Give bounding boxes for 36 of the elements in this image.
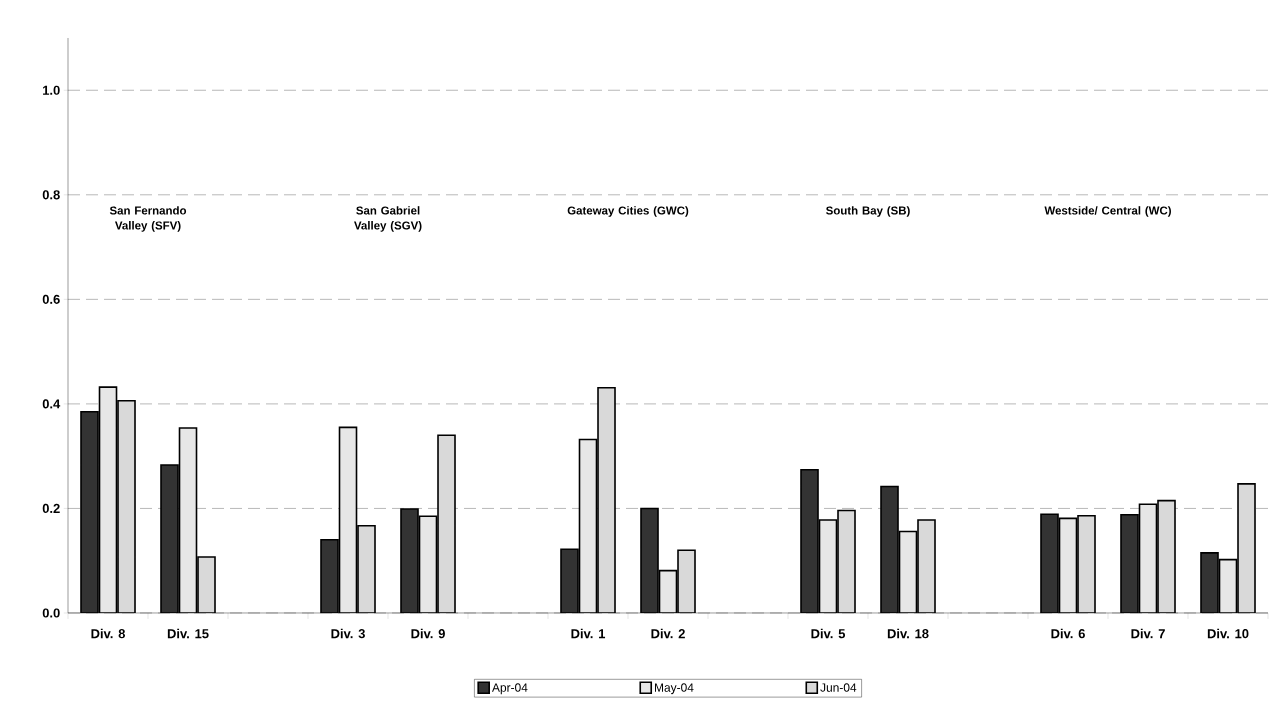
legend-label: Apr-04 bbox=[492, 683, 528, 695]
bar bbox=[1058, 517, 1078, 613]
x-tick-label: Div. 6 bbox=[1051, 628, 1085, 639]
annotation: Gateway Cities (GWC) bbox=[567, 206, 689, 217]
x-tick-label: Div. 5 bbox=[811, 628, 846, 639]
annotation: San Fernando Valley (SFV) bbox=[109, 206, 187, 232]
annotation: Westside/ Central (WC) bbox=[1044, 206, 1171, 217]
bar bbox=[1218, 558, 1238, 613]
legend-label: May-04 bbox=[655, 683, 694, 695]
y-tick-label: 0.0 bbox=[42, 608, 60, 618]
bar bbox=[98, 386, 118, 613]
x-tick-label: Div. 15 bbox=[167, 628, 209, 639]
x-tick-label: Div. 8 bbox=[91, 628, 126, 639]
x-tick-label: Div. 9 bbox=[411, 628, 445, 639]
bar bbox=[1138, 503, 1158, 613]
bar bbox=[578, 438, 598, 613]
x-tick-label: Div. 10 bbox=[1207, 628, 1249, 639]
annotation: San Gabriel Valley (SGV) bbox=[354, 206, 422, 232]
x-tick-label: Div. 18 bbox=[887, 628, 929, 639]
x-tick-label: Div. 1 bbox=[571, 628, 606, 639]
y-tick-label: 0.6 bbox=[42, 294, 60, 304]
bar bbox=[178, 427, 198, 613]
legend-label: Jun-04 bbox=[820, 683, 857, 692]
bar bbox=[338, 426, 358, 613]
bar bbox=[658, 569, 678, 613]
y-tick-label: 1.0 bbox=[43, 85, 60, 95]
bar bbox=[418, 515, 438, 613]
x-tick-label: Div. 2 bbox=[651, 628, 685, 639]
bar bbox=[898, 530, 918, 613]
x-tick-label: Div. 3 bbox=[331, 628, 365, 639]
bar bbox=[818, 519, 838, 613]
y-tick-label: 0.8 bbox=[42, 190, 60, 200]
annotation: South Bay (SB) bbox=[826, 206, 910, 217]
y-tick-label: 0.2 bbox=[42, 503, 60, 514]
x-tick-label: Div. 7 bbox=[1131, 628, 1165, 639]
y-tick-label: 0.4 bbox=[42, 399, 61, 409]
